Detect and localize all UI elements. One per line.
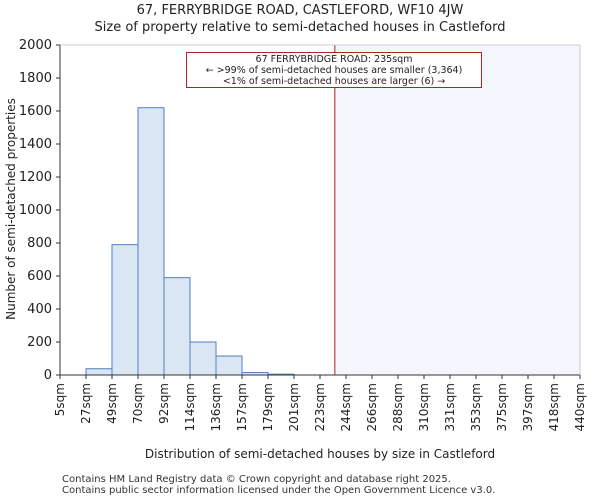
y-tick-label: 2000 (19, 38, 52, 53)
annotation-larger-share: <1% of semi-detached houses are larger (… (222, 76, 446, 87)
annotation-smaller-share: ← >99% of semi-detached houses are small… (205, 65, 463, 76)
y-tick-label: 1600 (19, 104, 52, 119)
x-tick-label: 179sqm (261, 383, 275, 431)
footer-copyright: Contains HM Land Registry data © Crown c… (62, 474, 451, 485)
x-tick-label: 27sqm (79, 383, 93, 424)
larger-region-highlight (334, 45, 580, 375)
histogram-bar (137, 107, 165, 376)
y-tick-label: 200 (27, 335, 52, 350)
x-tick-label: 92sqm (157, 383, 171, 424)
histogram-bar (189, 341, 217, 376)
x-tick-label: 331sqm (443, 383, 457, 431)
x-tick-label: 375sqm (495, 383, 509, 431)
y-axis-label: Number of semi-detached properties (4, 98, 18, 320)
y-tick-label: 400 (27, 302, 52, 317)
property-annotation: 67 FERRYBRIDGE ROAD: 235sqm ← >99% of se… (186, 52, 482, 88)
y-tick-label: 1400 (19, 137, 52, 152)
histogram-bar (163, 277, 191, 376)
histogram-bar (111, 244, 139, 376)
x-axis-label: Distribution of semi-detached houses by … (144, 447, 496, 461)
x-tick-label: 136sqm (209, 383, 223, 431)
x-tick-label: 223sqm (313, 383, 327, 431)
x-tick-label: 440sqm (573, 383, 587, 431)
y-tick-label: 0 (44, 368, 52, 383)
x-tick-label: 397sqm (521, 383, 535, 431)
y-tick-label: 1200 (19, 170, 52, 185)
x-tick-label: 266sqm (365, 383, 379, 431)
x-tick-label: 5sqm (53, 383, 67, 416)
histogram-bar (215, 355, 243, 376)
histogram-bar (85, 368, 113, 376)
footer-licence: Contains public sector information licen… (62, 485, 496, 496)
x-tick-label: 353sqm (469, 383, 483, 431)
y-tick-label: 1000 (19, 203, 52, 218)
x-tick-label: 114sqm (183, 383, 197, 431)
x-tick-label: 157sqm (235, 383, 249, 431)
x-tick-label: 418sqm (547, 383, 561, 431)
x-tick-label: 201sqm (287, 383, 301, 431)
x-tick-label: 288sqm (391, 383, 405, 431)
x-tick-label: 244sqm (339, 383, 353, 431)
y-tick-label: 1800 (19, 71, 52, 86)
annotation-property-size: 67 FERRYBRIDGE ROAD: 235sqm (255, 54, 413, 65)
x-tick-label: 49sqm (105, 383, 119, 424)
x-tick-label: 310sqm (417, 383, 431, 431)
x-tick-label: 70sqm (131, 383, 145, 424)
y-tick-label: 800 (27, 236, 52, 251)
chart-subtitle: Size of property relative to semi-detach… (94, 20, 506, 35)
y-tick-label: 600 (27, 269, 52, 284)
chart-title: 67, FERRYBRIDGE ROAD, CASTLEFORD, WF10 4… (136, 3, 464, 18)
